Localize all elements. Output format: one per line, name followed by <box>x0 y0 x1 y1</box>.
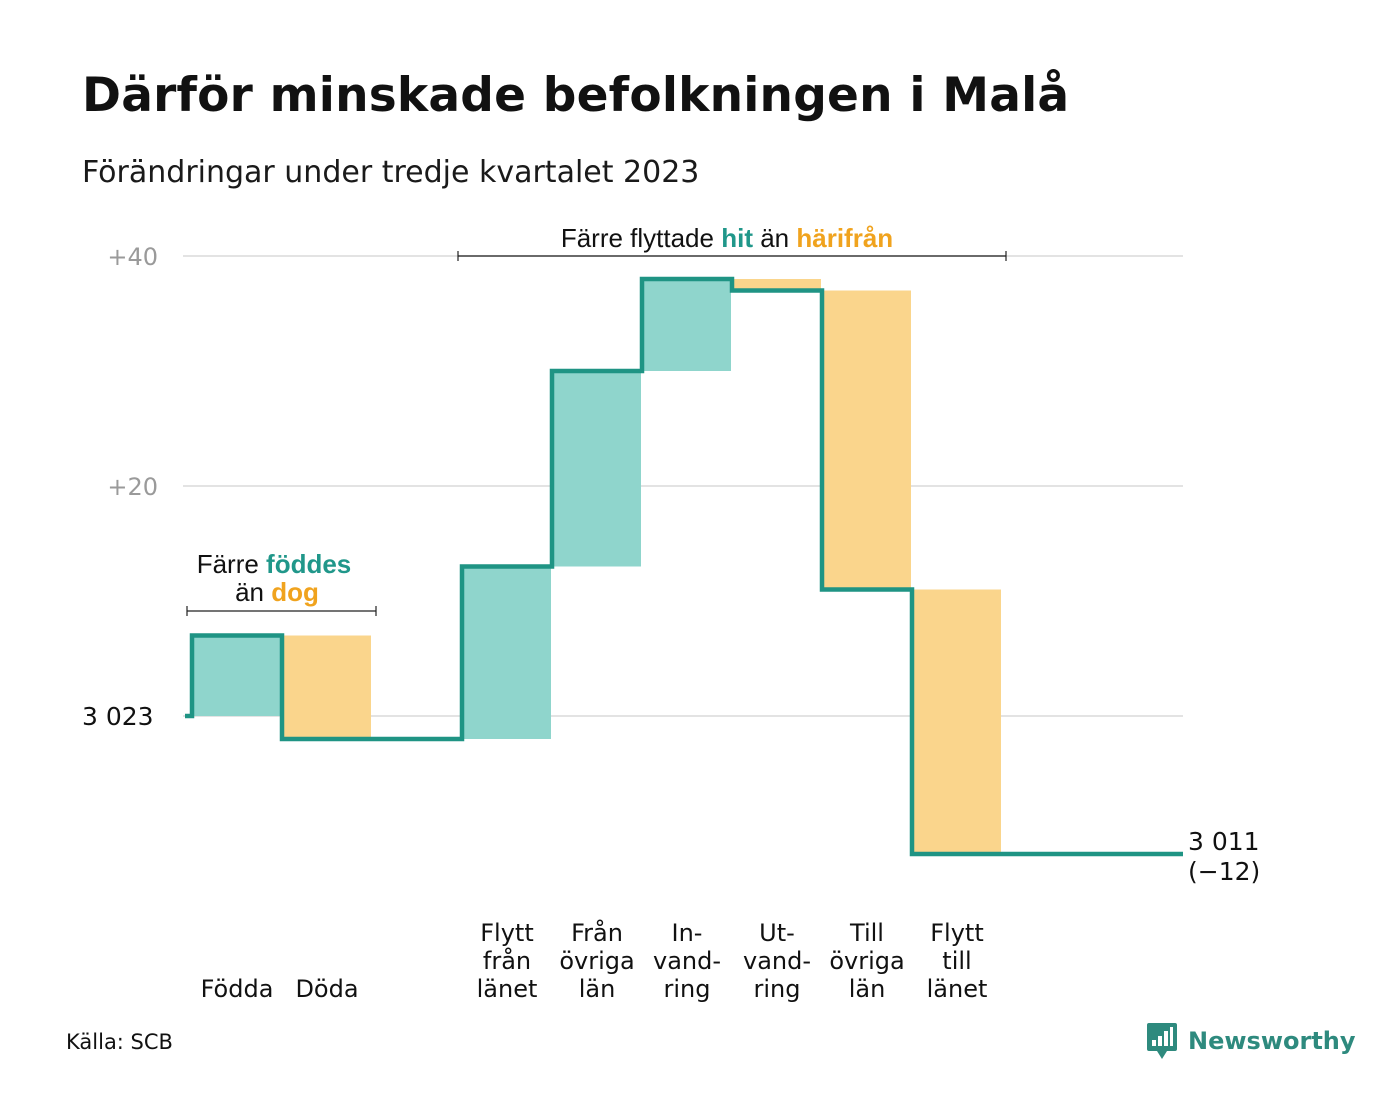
category-label: länet <box>477 975 538 1003</box>
bar-decrease <box>823 290 911 590</box>
newsworthy-logo[interactable]: Newsworthy <box>1146 1022 1356 1060</box>
category-label: Från <box>571 918 623 947</box>
annotations: Färre föddes än dog Färre flyttade hit ä… <box>186 223 1007 616</box>
category-label: Födda <box>201 975 274 1003</box>
newsworthy-logo-icon <box>1147 1023 1177 1059</box>
category-label: In- <box>672 919 703 947</box>
chart-subtitle: Förändringar under tredje kvartalet 2023 <box>82 155 700 190</box>
category-label: Döda <box>295 975 358 1003</box>
category-label: från <box>483 946 531 975</box>
category-label: länet <box>927 975 988 1003</box>
category-label: till <box>942 947 971 975</box>
annotation-births-bracket <box>186 606 377 616</box>
bar-decrease <box>913 589 1001 854</box>
source-note: Källa: SCB <box>66 1030 173 1054</box>
category-label: Flytt <box>480 919 534 947</box>
end-change-label: (−12) <box>1188 857 1260 886</box>
chart-title: Därför minskade befolkningen i Malå <box>82 68 1070 123</box>
bar-decrease <box>283 635 371 739</box>
category-label: övriga <box>559 947 634 975</box>
y-tick-label: +20 <box>107 473 158 501</box>
annotation-migration-bracket <box>457 251 1007 261</box>
category-label: ring <box>664 975 711 1003</box>
bar-increase <box>643 279 731 371</box>
end-value-label: 3 011 <box>1188 827 1260 856</box>
annotation-births-line2: än dog <box>235 577 319 607</box>
annotation-migration: Färre flyttade hit än härifrån <box>561 223 893 253</box>
category-label: län <box>579 975 616 1003</box>
category-label: övriga <box>829 947 904 975</box>
category-label: län <box>849 975 886 1003</box>
bar-increase <box>193 635 281 716</box>
logo-text: Newsworthy <box>1188 1027 1356 1055</box>
y-tick-label: +40 <box>107 243 158 271</box>
bar-decrease <box>733 279 821 291</box>
category-label: vand- <box>743 947 811 975</box>
annotation-births-line1: Färre föddes <box>197 549 352 579</box>
bars <box>193 279 1001 854</box>
category-label: vand- <box>653 947 721 975</box>
bar-increase <box>553 371 641 567</box>
category-label: Flytt <box>930 919 984 947</box>
bar-increase <box>463 566 551 739</box>
running-total-line <box>185 276 1183 857</box>
category-label: Till <box>849 919 884 947</box>
category-label: Ut- <box>759 919 795 947</box>
category-label: ring <box>754 975 801 1003</box>
running-total-path <box>185 276 1183 857</box>
start-value-label: 3 023 <box>82 702 154 731</box>
